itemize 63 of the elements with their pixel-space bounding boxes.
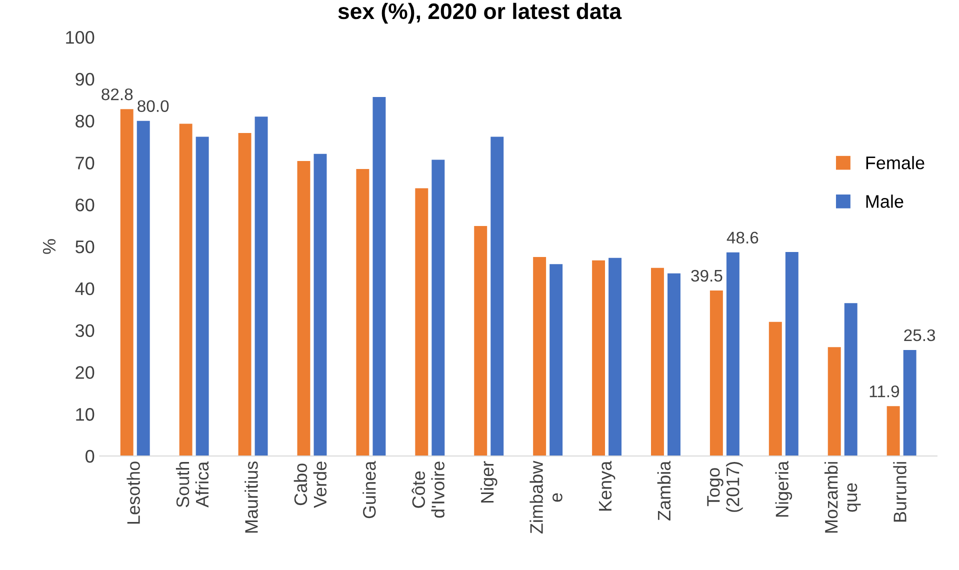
bar [828, 347, 841, 456]
x-tick-label: Mozambi que [824, 462, 861, 533]
bar [254, 116, 268, 456]
y-tick-label: 40 [75, 282, 94, 296]
x-tick-label: Zimbabw e [530, 460, 562, 534]
data-label: 39.5 [691, 270, 722, 282]
data-label: 25.3 [904, 329, 936, 342]
x-tick-label: Mauritius [244, 462, 258, 533]
y-axis-title: % [42, 239, 56, 254]
bar [668, 273, 680, 456]
x-tick-label: Togo (2017) [707, 462, 743, 512]
bar [650, 268, 664, 456]
bar [297, 161, 310, 456]
bar [432, 160, 445, 456]
bar [592, 260, 606, 456]
bar [196, 136, 209, 456]
bar [710, 290, 723, 456]
bar [372, 96, 386, 456]
x-tick-label: Zambia [657, 460, 671, 520]
bar [356, 169, 370, 456]
y-tick-label: 10 [76, 408, 94, 421]
y-tick-label: 80 [76, 114, 94, 128]
y-tick-label: 100 [66, 30, 94, 44]
y-tick-label: 20 [76, 366, 94, 379]
x-tick-label: Côte d'Ivoire [412, 462, 444, 518]
x-tick-label: South Africa [176, 461, 209, 508]
bar [608, 258, 622, 456]
x-tick-label: Cabo Verde [294, 462, 327, 508]
bar [238, 132, 252, 456]
x-tick-label: Nigeria [775, 460, 792, 517]
bar [903, 350, 916, 456]
bar [314, 154, 327, 456]
data-label: 82.8 [102, 88, 133, 100]
x-tick-label: Guinea [362, 460, 376, 518]
bar [120, 109, 134, 456]
legend-label: Male [866, 194, 904, 208]
x-tick-label: Kenya [599, 460, 616, 511]
y-tick-label: 50 [76, 240, 94, 254]
bar [726, 252, 740, 456]
y-tick-label: 70 [76, 156, 94, 170]
bar [550, 264, 563, 456]
chart-title: sex (%), 2020 or latest data [338, 2, 622, 24]
legend-label: Female [866, 156, 924, 170]
bar [179, 124, 192, 456]
bar [785, 252, 798, 456]
x-tick-label: Lesotho [126, 462, 140, 524]
bar [844, 303, 858, 456]
y-tick-label: 30 [75, 324, 94, 338]
y-tick-label: 90 [76, 72, 94, 86]
bar [490, 136, 504, 456]
data-label: 80.0 [138, 100, 169, 112]
y-tick-label: 60 [76, 198, 94, 212]
x-tick-label: Niger [480, 461, 498, 503]
bar [136, 120, 150, 456]
bar [886, 406, 900, 456]
data-label: 11.9 [870, 385, 900, 398]
bar [474, 226, 488, 456]
y-tick-label: 0 [86, 450, 94, 463]
bar [768, 322, 782, 456]
bar [415, 188, 428, 456]
x-tick-label: Burundi [893, 462, 906, 522]
bar [533, 257, 546, 456]
data-label: 48.6 [726, 232, 758, 244]
